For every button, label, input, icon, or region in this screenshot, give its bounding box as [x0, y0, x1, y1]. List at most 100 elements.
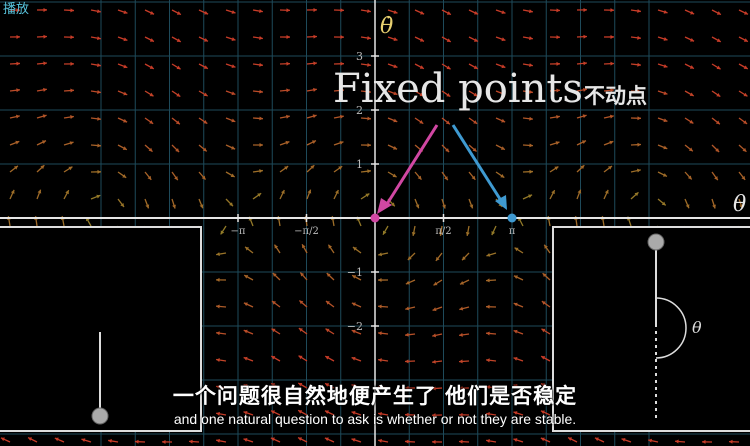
vector-arrow-head: [120, 202, 125, 207]
x-tick-label: −π/2: [294, 226, 319, 237]
vector-arrow-head: [286, 88, 290, 93]
vector-arrow-head: [445, 148, 450, 153]
vector-arrow-head: [663, 91, 668, 95]
vector-arrow-head: [216, 252, 220, 257]
y-tick-label: −2: [347, 320, 363, 333]
vector-arrow-head: [216, 331, 220, 336]
vector-arrow-head: [583, 34, 587, 39]
vector-arrow-head: [390, 202, 395, 207]
vector-arrow-head: [689, 92, 694, 96]
vector-arrow-head: [311, 140, 316, 144]
vector-arrow-head: [529, 9, 533, 14]
vector-arrow-head: [378, 278, 382, 283]
vector-arrow-head: [245, 246, 250, 251]
vector-arrow-head: [70, 88, 74, 93]
vector-arrow-head: [501, 91, 506, 96]
vector-arrow-head: [378, 304, 382, 309]
vector-arrow-head: [340, 88, 344, 93]
vector-arrow-head: [433, 281, 438, 286]
vector-arrow-head: [568, 437, 573, 441]
vector-arrow-head: [97, 9, 101, 14]
vector-arrow-head: [743, 38, 748, 42]
vector-arrow-head: [42, 114, 47, 119]
vector-arrow-head: [324, 437, 329, 442]
vector-arrow-head: [15, 140, 20, 145]
vector-arrow-head: [583, 7, 587, 12]
vector-arrow-head: [176, 11, 181, 15]
vector-arrow-head: [716, 38, 721, 42]
vector-arrow-head: [176, 38, 181, 42]
vector-arrow-head: [716, 92, 721, 97]
vector-arrow-head: [663, 145, 668, 150]
vector-arrow-head: [216, 304, 220, 309]
vector-arrow-head: [663, 118, 668, 123]
vector-arrow-head: [716, 11, 721, 15]
vector-arrow-head: [70, 115, 74, 119]
vector-arrow-head: [637, 35, 641, 40]
vector-arrow-head: [328, 244, 333, 249]
vector-arrow-head: [529, 143, 533, 148]
vector-arrow-head: [609, 140, 614, 145]
vector-arrow-head: [41, 140, 46, 144]
vector-arrow-head: [298, 410, 303, 414]
vector-arrow-head: [43, 7, 47, 12]
vector-arrow-head: [243, 411, 248, 415]
vector-arrow-head: [340, 114, 344, 119]
vector-arrow-head: [383, 230, 387, 235]
fixed-points-title-cn: 不动点: [584, 84, 647, 108]
vector-arrow-head: [270, 437, 275, 442]
vector-arrow-head: [37, 189, 42, 194]
vector-arrow-head: [313, 7, 317, 12]
vector-arrow-head: [216, 277, 220, 282]
vector-arrow-head: [300, 272, 305, 277]
vector-arrow-head: [473, 92, 478, 97]
vector-arrow-head: [325, 383, 330, 387]
vector-arrow-head: [202, 147, 207, 152]
vector-arrow-head: [491, 231, 496, 236]
vector-arrow-head: [286, 61, 290, 66]
vector-arrow-head: [500, 173, 505, 178]
vector-arrow-head: [286, 114, 290, 119]
angle-arc: [655, 297, 687, 359]
vector-arrow-head: [582, 114, 587, 119]
vector-arrow-head: [529, 116, 533, 121]
vector-arrow-head: [501, 10, 506, 15]
vector-arrow-head: [298, 328, 303, 332]
vector-arrow-head: [439, 232, 443, 236]
vector-arrow-head: [299, 300, 304, 305]
vector-arrow-head: [690, 37, 695, 42]
vector-arrow-head: [216, 384, 220, 389]
vector-arrow-head: [663, 37, 668, 41]
vector-arrow-head: [68, 166, 73, 171]
vector-arrow-head: [637, 142, 641, 147]
vector-arrow-head: [259, 35, 263, 40]
vector-arrow-head: [459, 386, 463, 391]
vector-arrow-head: [259, 116, 263, 121]
vector-arrow-head: [175, 120, 180, 125]
vector-arrow-head: [0, 437, 5, 442]
vector-arrow-head: [637, 62, 641, 67]
vector-arrow-head: [325, 328, 330, 333]
vector-arrow-head: [367, 116, 371, 121]
vector-arrow-head: [367, 36, 371, 40]
vector-arrow-head: [326, 273, 331, 277]
vector-arrow-head: [741, 175, 746, 180]
vector-arrow-head: [229, 202, 233, 207]
vector-arrow-head: [555, 141, 560, 145]
vector-arrow-head: [583, 61, 587, 66]
vector-arrow-head: [432, 386, 436, 391]
play-label[interactable]: 播放: [3, 2, 30, 17]
vector-arrow-head: [551, 190, 555, 195]
vector-arrow-head: [335, 190, 339, 195]
vector-arrow-head: [243, 383, 248, 388]
subtitle-english: and one natural question to ask is wheth…: [173, 411, 577, 427]
vector-arrow-head: [417, 175, 422, 180]
vector-arrow-head: [203, 65, 208, 69]
vector-arrow-head: [501, 64, 506, 69]
vector-arrow-head: [271, 328, 276, 333]
vector-arrow-head: [689, 119, 694, 124]
vector-arrow-head: [742, 147, 747, 152]
x-tick-label: π/2: [435, 226, 451, 237]
x-tick-label: −π: [231, 226, 246, 237]
vector-arrow-head: [405, 412, 409, 417]
